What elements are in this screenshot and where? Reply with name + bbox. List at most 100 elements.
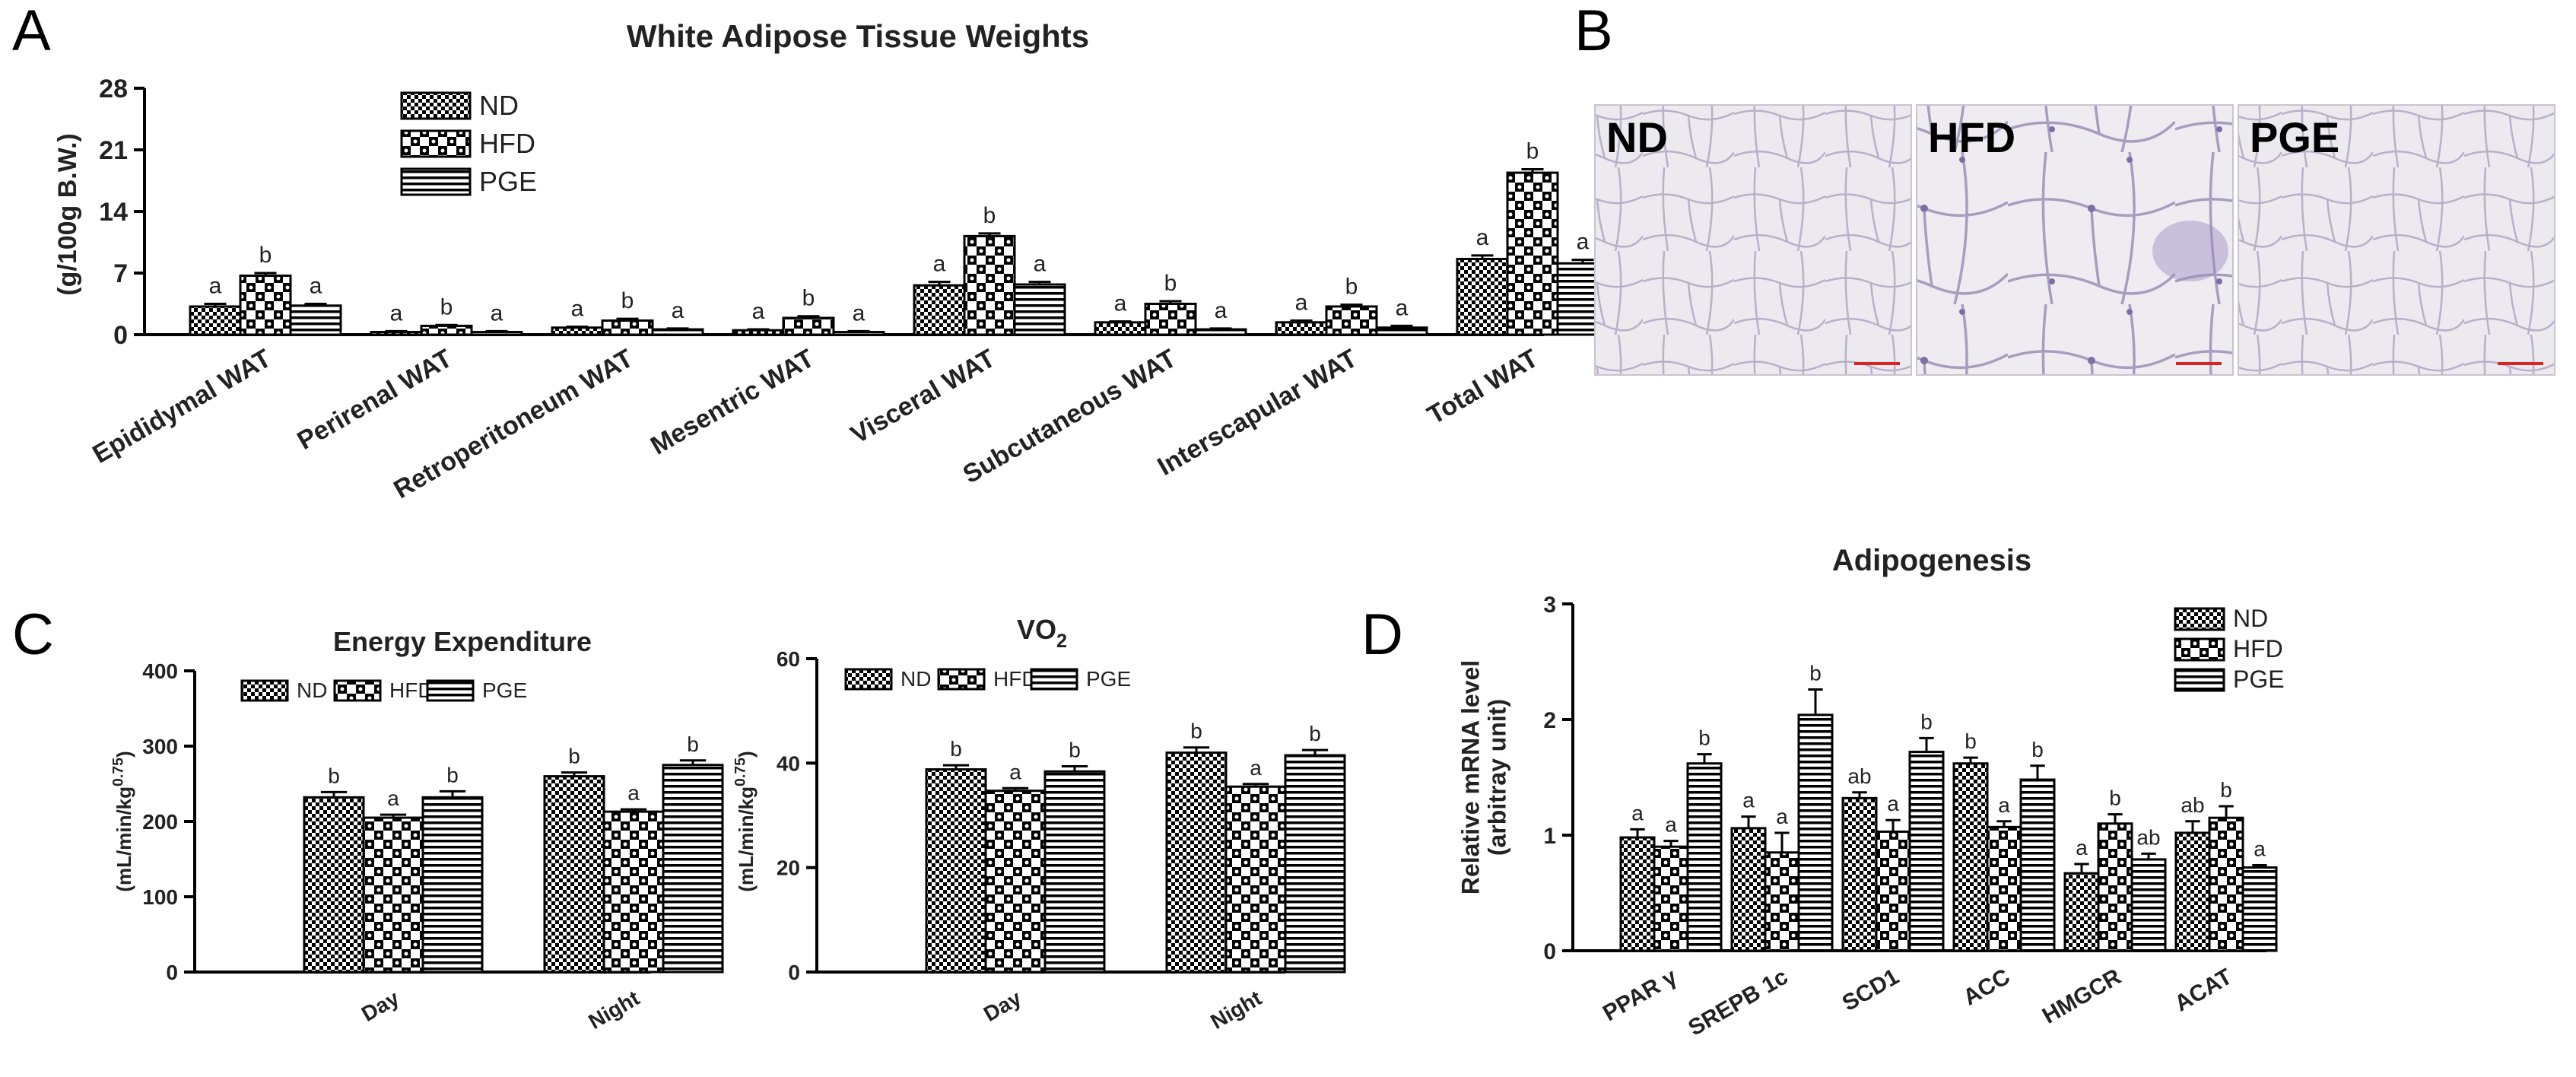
legend-swatch-pge (400, 167, 472, 196)
bar-nd-day (303, 796, 365, 974)
x-tick-label: ACC (1959, 964, 2015, 1010)
significance-label: b (259, 243, 272, 268)
significance-label: a (1250, 756, 1262, 780)
bar-nd-total-wat (1456, 257, 1509, 336)
legend-swatch-nd (400, 91, 472, 120)
significance-label: a (1114, 291, 1127, 316)
bar-nd-night (1165, 751, 1228, 974)
chart-title: Energy Expenditure (333, 626, 592, 657)
panel-letter-a: A (12, 0, 51, 63)
bar-hfd-total-wat (1506, 171, 1559, 336)
chart-title: White Adipose Tissue Weights (627, 18, 1089, 54)
bar-hfd-hmgcr (2097, 822, 2133, 952)
bar-hfd-subcutaneous-wat (1144, 303, 1197, 336)
significance-label: a (1998, 793, 2010, 817)
bar-nd-interscapular-wat (1275, 321, 1328, 336)
x-tick-label: Mesentric WAT (646, 344, 819, 461)
significance-label: b (1698, 726, 1710, 750)
legend-label-hfd: HFD (2233, 635, 2283, 662)
y-tick-label: 0 (166, 961, 178, 984)
legend-swatch-pge (426, 679, 475, 702)
y-tick-label: 1 (1543, 824, 1556, 849)
bar-nd-visceral-wat (913, 284, 966, 336)
x-tick-label: Interscapular WAT (1153, 344, 1363, 481)
significance-label: ab (1847, 764, 1871, 788)
y-axis-label-line1: Relative mRNA level (1456, 660, 1484, 894)
bar-pge-hmgcr (2130, 858, 2167, 952)
significance-label: b (2109, 786, 2121, 810)
x-tick-label: Night (1207, 986, 1266, 1034)
significance-label: a (387, 786, 399, 810)
legend-swatch-hfd (400, 129, 472, 158)
bar-nd-acc (1952, 762, 1989, 952)
y-tick-label: 20 (777, 856, 800, 880)
significance-label: a (752, 299, 765, 324)
bar-pge-retroperitoneum-wat (651, 328, 704, 336)
legend-swatch-hfd (333, 679, 382, 702)
x-tick-label: Day (357, 986, 403, 1026)
y-axis-label-superscript: 0.75 (732, 758, 749, 786)
bar-nd-subcutaneous-wat (1094, 321, 1147, 336)
significance-label: ab (2181, 793, 2204, 817)
histology-label-hfd: HFD (1928, 113, 2015, 161)
x-tick-label: Total WAT (1422, 344, 1543, 430)
chart-title: Adipogenesis (1832, 544, 2031, 577)
legend-label-pge: PGE (2233, 666, 2285, 693)
y-axis-label-main: (mL/min/kg (113, 786, 135, 892)
bar-hfd-scd1 (1875, 830, 1911, 952)
significance-label: b (1164, 271, 1177, 296)
bar-nd-retroperitoneum-wat (551, 326, 604, 336)
y-axis-label-main: (mL/min/kg (735, 786, 758, 892)
legend-label-hfd: HFD (993, 667, 1037, 691)
y-tick-label: 0 (788, 961, 800, 984)
significance-label: a (1742, 789, 1755, 812)
significance-label: a (310, 274, 322, 299)
legend-label-pge: PGE (482, 678, 527, 702)
bar-pge-ppar (1686, 762, 1723, 952)
y-axis-label-close: ) (735, 751, 758, 758)
bar-hfd-retroperitoneum-wat (601, 319, 654, 336)
significance-label: b (1965, 729, 1977, 753)
histology-label-nd: ND (1606, 113, 1668, 161)
bar-nd-ppar (1619, 836, 1656, 952)
y-tick-label: 28 (99, 75, 128, 103)
y-axis-label-close: ) (113, 751, 135, 758)
legend-label-hfd: HFD (479, 128, 535, 159)
legend-swatch-hfd (2174, 637, 2225, 662)
significance-label: b (2220, 778, 2232, 802)
significance-label: b (568, 745, 580, 768)
significance-label: a (1476, 225, 1489, 250)
histology-image-nd: ND (1594, 104, 1912, 376)
bar-hfd-srepb-1c (1764, 851, 1800, 952)
y-tick-label: 7 (113, 259, 128, 288)
significance-label: a (1034, 252, 1047, 277)
bar-hfd-epididymal-wat (239, 274, 292, 336)
bar-nd-epididymal-wat (189, 305, 242, 336)
y-axis-label: (mL/min/kg0.75) (732, 751, 758, 891)
histology-label-pge: PGE (2250, 113, 2339, 161)
y-tick-label: 40 (777, 751, 800, 775)
x-tick-label: Perirenal WAT (293, 344, 458, 456)
legend-label-nd: ND (2233, 605, 2268, 632)
legend-label-nd: ND (297, 678, 327, 702)
significance-label: a (672, 298, 684, 323)
significance-label: a (2076, 836, 2088, 859)
bar-nd-night (543, 775, 605, 974)
y-tick-label: 100 (142, 885, 178, 909)
bar-pge-day (421, 796, 484, 974)
bar-pge-epididymal-wat (289, 304, 342, 336)
significance-label: a (209, 274, 222, 299)
significance-label: a (1776, 805, 1788, 828)
bar-hfd-day (984, 789, 1047, 974)
y-tick-label: 21 (99, 136, 128, 165)
bar-hfd-night (1224, 785, 1287, 974)
panel-letter-b: B (1574, 0, 1613, 63)
y-tick-label: 0 (113, 321, 128, 350)
significance-label: b (1920, 710, 1933, 733)
chart-vo2: VO2 (mL/min/kg0.75) 0 20 40 60 b a b Day b a b Night N… (732, 614, 1346, 1034)
bar-pge-perirenal-wat (470, 331, 523, 336)
legend-label-pge: PGE (1086, 667, 1131, 691)
x-tick-label: SCD1 (1838, 964, 1904, 1016)
significance-label: b (440, 294, 453, 319)
x-tick-label: Visceral WAT (846, 344, 1000, 450)
